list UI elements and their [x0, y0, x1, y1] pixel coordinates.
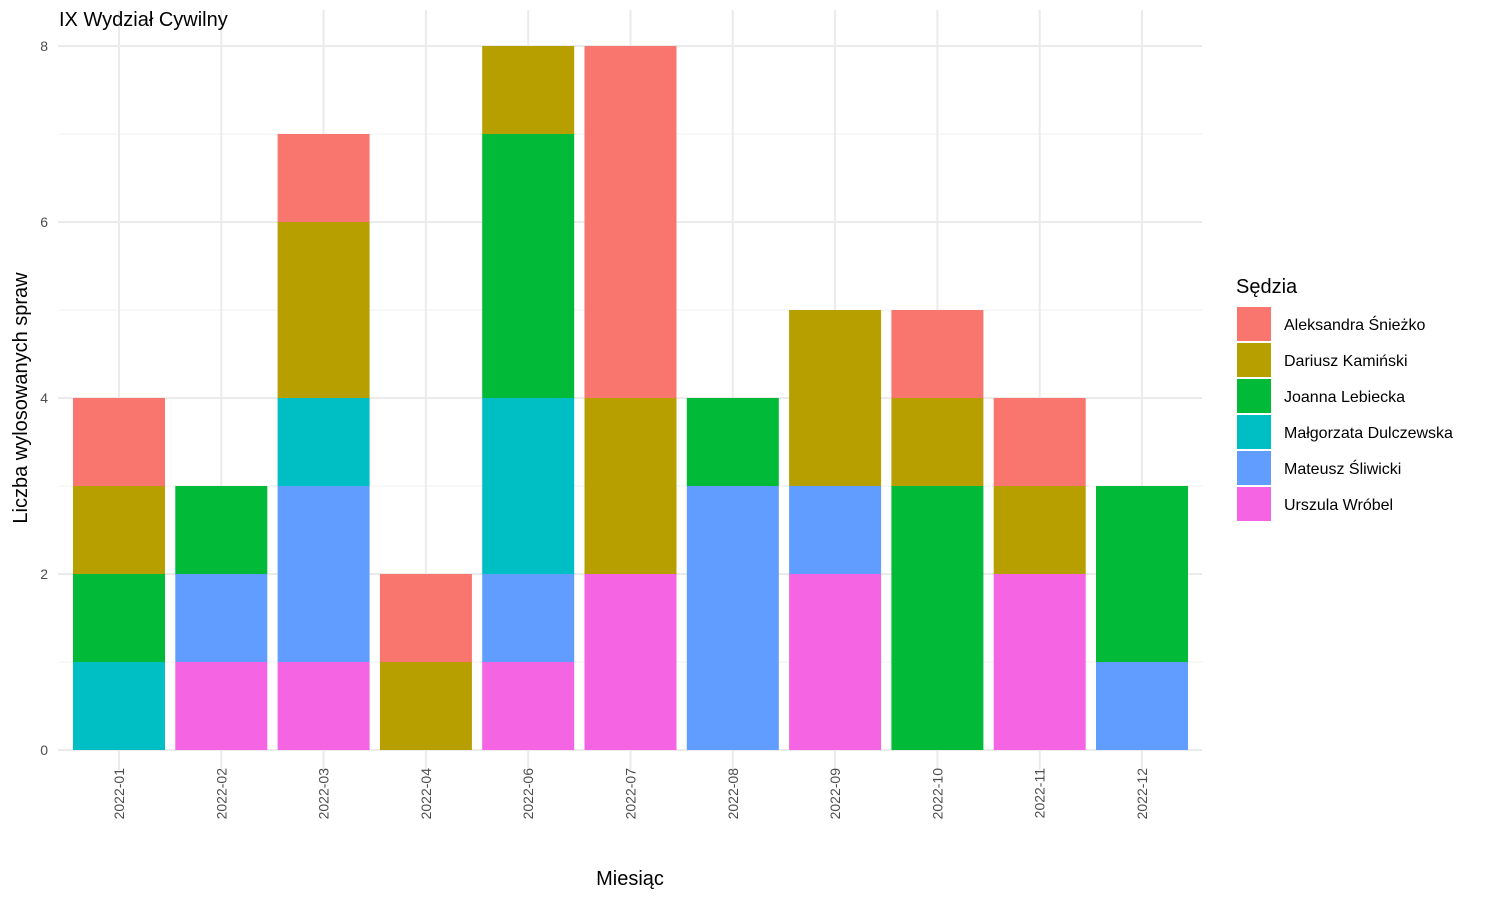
x-axis-ticks: 2022-01 2022-02 2022-03 2022-04 2022-06 2022-…	[111, 768, 1150, 820]
bar-segment	[482, 398, 575, 574]
legend-label: Małgorzata Dulczewska	[1284, 425, 1453, 442]
y-tick-label: 6	[40, 214, 48, 230]
bar-segment	[891, 486, 984, 750]
chart-title: IX Wydział Cywilny	[59, 9, 228, 31]
bar-segment	[789, 486, 882, 574]
bar-segment	[789, 310, 882, 486]
bar-segment	[482, 574, 575, 662]
x-tick-label: 2022-11	[1032, 768, 1048, 819]
x-tick-label: 2022-03	[316, 768, 332, 820]
legend: Sędzia Aleksandra Śnieżko Dariusz Kamińsk…	[1236, 276, 1453, 521]
bar-segment	[73, 662, 165, 750]
y-tick-label: 8	[40, 38, 48, 54]
x-tick-label: 2022-08	[725, 768, 741, 820]
bar-segment	[277, 134, 370, 222]
bar-segment	[73, 574, 165, 662]
bar-segment	[277, 398, 370, 486]
legend-label: Urszula Wróbel	[1284, 497, 1393, 514]
bar-segment	[686, 398, 779, 486]
bar-segment	[277, 222, 370, 398]
bar-segment	[1096, 662, 1188, 750]
bar-segment	[1096, 486, 1188, 662]
legend-swatch	[1237, 343, 1271, 377]
x-tick-label: 2022-04	[418, 768, 434, 820]
legend-label: Joanna Lebiecka	[1284, 389, 1405, 406]
bar-segment	[584, 398, 677, 574]
bar-segment	[993, 486, 1086, 574]
bar-segment	[584, 574, 677, 750]
bar-segment	[379, 662, 472, 750]
y-tick-label: 0	[40, 742, 48, 758]
bar-segment	[686, 486, 779, 750]
y-axis-ticks: 0 2 4 6 8	[40, 38, 48, 758]
bar-segment	[993, 398, 1086, 486]
legend-swatch	[1237, 487, 1271, 521]
bar-segment	[175, 574, 268, 662]
legend-swatch	[1237, 415, 1271, 449]
x-tick-label: 2022-12	[1134, 768, 1150, 820]
x-tick-label: 2022-02	[213, 768, 229, 820]
bar-segment	[175, 662, 268, 750]
x-tick-label: 2022-01	[111, 768, 127, 820]
bar-segment	[789, 574, 882, 750]
bar-segment	[277, 486, 370, 662]
bar-segment	[175, 486, 268, 574]
bar-segment	[482, 134, 575, 398]
bar-segment	[993, 574, 1086, 750]
bar-segment	[277, 662, 370, 750]
legend-label: Mateusz Śliwicki	[1284, 459, 1401, 478]
bar-segment	[584, 46, 677, 398]
y-axis-title: Liczba wylosowanych spraw	[10, 272, 32, 524]
bar-segment	[73, 398, 165, 486]
bar-segment	[482, 662, 575, 750]
y-tick-label: 2	[40, 566, 48, 582]
legend-swatch	[1237, 307, 1271, 341]
bar-segment	[73, 486, 165, 574]
legend-swatch	[1237, 451, 1271, 485]
x-tick-label: 2022-06	[520, 768, 536, 820]
legend-title: Sędzia	[1236, 276, 1298, 298]
x-tick-label: 2022-09	[827, 768, 843, 820]
bar-segment	[379, 574, 472, 662]
bar-segment	[891, 398, 984, 486]
y-tick-label: 4	[40, 390, 48, 406]
legend-label: Aleksandra Śnieżko	[1284, 315, 1426, 334]
bar-segment	[482, 46, 575, 134]
legend-swatch	[1237, 379, 1271, 413]
bars	[73, 46, 1188, 750]
x-tick-label: 2022-10	[929, 768, 945, 820]
x-axis-title: Miesiąc	[596, 868, 664, 890]
legend-label: Dariusz Kamiński	[1284, 353, 1408, 370]
bar-segment	[891, 310, 984, 398]
x-tick-label: 2022-07	[623, 768, 639, 820]
